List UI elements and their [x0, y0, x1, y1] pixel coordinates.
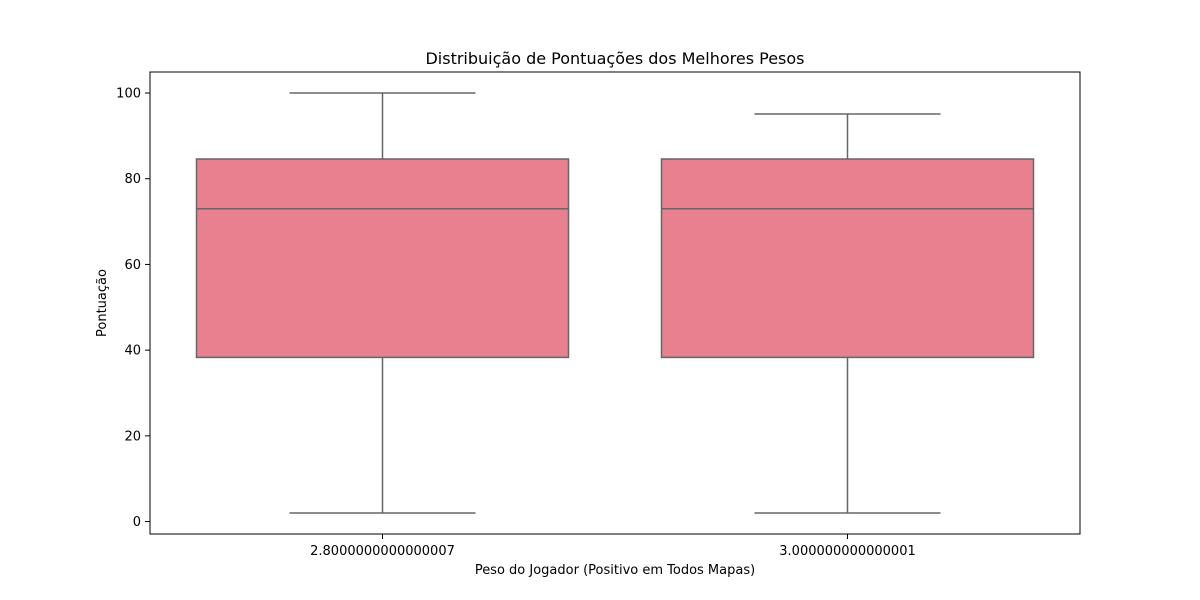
y-tick-label: 80	[124, 172, 141, 187]
axes-layer: 2.8000000000000007 3.000000000000001 0 20 40…	[116, 87, 916, 560]
plot-frame	[149, 71, 1081, 535]
y-tick-label: 100	[116, 87, 141, 102]
box-group	[660, 113, 1035, 514]
y-tick-label: 40	[124, 344, 141, 359]
iqr-box	[195, 158, 570, 359]
y-tick-label: 20	[124, 429, 141, 444]
box-group	[195, 92, 570, 514]
y-axis-label: Pontuação	[95, 269, 110, 337]
y-tick-label: 0	[133, 515, 141, 530]
y-tick-label: 60	[124, 258, 141, 273]
boxes-layer	[195, 92, 1035, 514]
chart-title: Distribuição de Pontuações dos Melhores …	[425, 49, 804, 68]
x-axis-label: Peso do Jogador (Positivo em Todos Mapas…	[475, 563, 755, 578]
x-tick-label: 2.8000000000000007	[310, 544, 455, 559]
x-tick-label: 3.000000000000001	[779, 544, 915, 559]
iqr-box	[660, 158, 1035, 359]
